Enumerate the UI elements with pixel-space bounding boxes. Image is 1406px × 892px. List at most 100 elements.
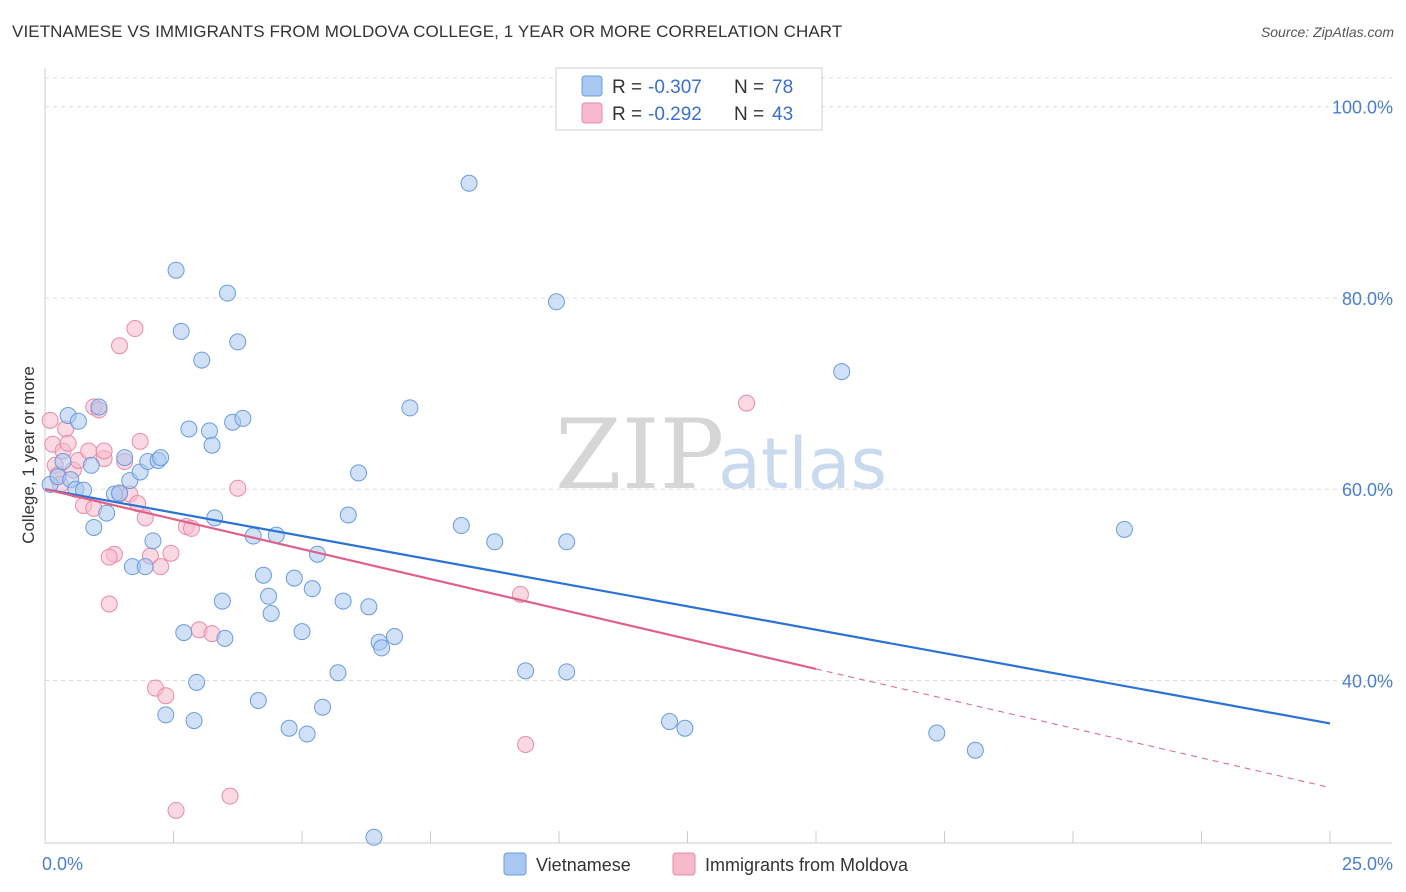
vietnamese-point [676,719,694,737]
source-label: Source: ZipAtlas.com [1260,24,1394,40]
vietnamese-point [303,580,321,598]
trend-lines [44,488,1331,789]
watermark-zip: ZIP [555,399,724,511]
vietnamese-point [365,828,383,846]
axes [44,68,1392,844]
vietnamese-point [293,623,311,641]
vietnamese-point [90,398,108,416]
vietnamese-point [547,293,565,311]
legend: R = -0.307 N = 78 R = -0.292 N = 43 [555,67,823,131]
vietnamese-point [285,569,303,587]
vietnamese-point [180,420,198,438]
legend-swatch-vietnamese [581,75,603,97]
vietnamese-point [213,592,231,610]
vietnamese-point [1115,520,1133,538]
vietnamese-point [280,719,298,737]
vietnamese-point [966,741,984,759]
vietnamese-point [298,725,316,743]
vietnamese-point [172,322,190,340]
moldova-point [517,736,535,754]
vietnamese-point [206,509,224,527]
vietnamese-point [144,532,162,550]
moldova-point [162,544,180,562]
y-tick-label: 80.0% [1342,289,1393,309]
legend-n-label-1: N = [734,77,764,98]
legend-r-value-1: -0.307 [648,77,702,98]
vietnamese-point [200,422,218,440]
vietnamese-point [175,624,193,642]
vietnamese-point [339,506,357,524]
vietnamese-point [558,533,576,551]
vietnamese-point [314,698,332,716]
vietnamese-point [928,724,946,742]
vietnamese-point [69,412,87,430]
legend-n-label-2: N = [734,104,764,125]
vietnamese-point [558,663,576,681]
bottom-legend-swatch-vietnamese [503,852,527,876]
vietnamese-point [54,452,72,470]
moldova-point [167,801,185,819]
watermark-atlas: atlas [718,423,887,505]
moldova-point [80,442,98,460]
vietnamese-point [157,706,175,724]
vietnamese-point [203,436,221,454]
vietnamese-point [136,558,154,576]
vietnamese-point [460,174,478,192]
moldova-trend-line [44,488,817,671]
vietnamese-point [386,627,404,645]
legend-swatch-moldova [581,102,603,124]
moldova-trend-extension [815,668,1331,789]
moldova-point [100,595,118,613]
moldova-point [41,411,59,429]
legend-r-label-1: R = [612,77,642,98]
legend-n-value-1: 78 [772,77,793,98]
vietnamese-point [216,629,234,647]
moldova-point [738,394,756,412]
vietnamese-point [234,409,252,427]
vietnamese-point [517,662,535,680]
moldova-point [100,548,118,566]
vietnamese-point [833,363,851,381]
series-vietnamese [41,174,1133,846]
y-tick-label: 40.0% [1342,671,1393,691]
chart-title: VIETNAMESE VS IMMIGRANTS FROM MOLDOVA CO… [12,22,843,41]
vietnamese-point [249,692,267,710]
vietnamese-point [486,533,504,551]
vietnamese-point [329,664,347,682]
vietnamese-point [260,587,278,605]
bottom-legend-swatch-moldova [672,852,696,876]
vietnamese-point [193,351,211,369]
vietnamese-point [661,713,679,731]
watermark: ZIP atlas [555,399,887,511]
vietnamese-point [185,712,203,730]
moldova-point [157,687,175,705]
y-axis-label: College, 1 year or more [19,366,38,544]
legend-r-label-2: R = [612,104,642,125]
bottom-legend-moldova: Immigrants from Moldova [705,855,909,875]
vietnamese-point [350,464,368,482]
vietnamese-point [401,399,419,417]
vietnamese-point [85,518,103,536]
vietnamese-point [373,639,391,657]
vietnamese-point [218,284,236,302]
vietnamese-point [152,449,170,467]
vietnamese-point [167,261,185,279]
vietnamese-point [452,517,470,535]
legend-r-value-2: -0.292 [648,104,702,125]
vietnamese-point [111,484,129,502]
vietnamese-point [334,592,352,610]
y-tick-label: 60.0% [1342,480,1393,500]
bottom-legend: Vietnamese Immigrants from Moldova [503,852,909,876]
vietnamese-point [262,605,280,622]
vietnamese-point [188,673,206,691]
x-tick-label: 25.0% [1342,854,1393,874]
legend-n-value-2: 43 [772,104,793,125]
moldova-point [229,479,247,497]
moldova-point [131,432,149,450]
x-tick-label: 0.0% [42,854,83,874]
moldova-point [221,787,239,805]
moldova-point [95,442,113,460]
moldova-point [111,337,129,355]
vietnamese-point [116,449,134,467]
